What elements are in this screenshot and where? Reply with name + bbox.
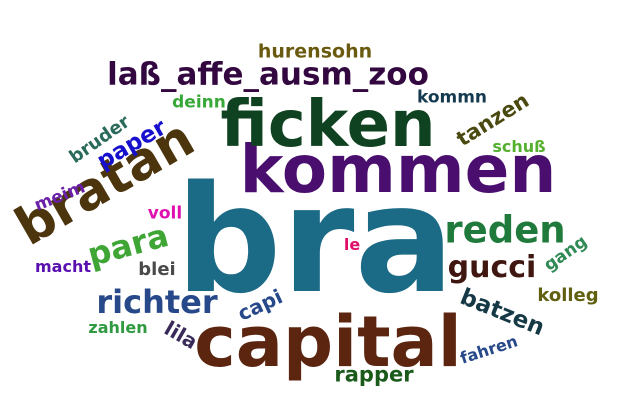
word-blei: blei <box>138 259 176 280</box>
word-kolleg: kolleg <box>537 285 599 306</box>
word-reden: reden <box>444 208 566 252</box>
word-macht: macht <box>35 257 91 276</box>
word-le: le <box>343 235 361 254</box>
word-kommn: kommn <box>416 87 488 108</box>
word-fahren: fahren <box>457 331 520 368</box>
word-schuss: schuß <box>492 137 546 156</box>
word-zahlen: zahlen <box>88 318 148 337</box>
word-rapper: rapper <box>334 362 414 387</box>
word-richter: richter <box>96 283 218 321</box>
word-deinn: deinn <box>172 92 226 113</box>
word-ficken: ficken <box>220 88 436 162</box>
word-voll: voll <box>147 203 183 224</box>
word-bra: bra <box>175 154 455 326</box>
word-gucci: gucci <box>447 250 537 285</box>
word-lass-affe-ausm-zoo: laß_affe_ausm_zoo <box>107 56 429 93</box>
word-kommen: kommen <box>239 131 557 208</box>
word-capital: capital <box>194 301 462 383</box>
word-hurensohn: hurensohn <box>257 40 373 63</box>
word-batzen: batzen <box>456 283 549 342</box>
